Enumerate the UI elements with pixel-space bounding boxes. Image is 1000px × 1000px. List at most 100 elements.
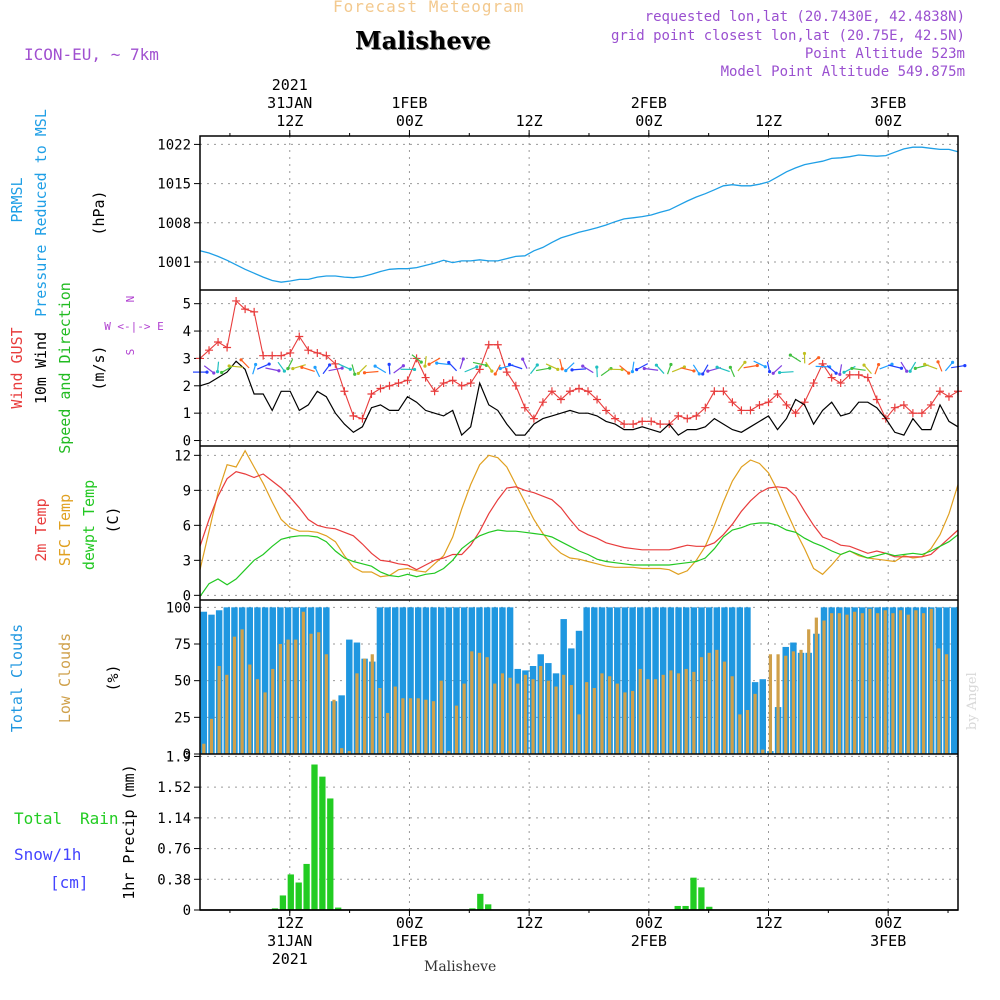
wind-arrow-head — [353, 372, 357, 376]
wind-arrow-head — [277, 369, 281, 373]
gust-marker — [466, 379, 475, 388]
gust-marker — [556, 395, 565, 404]
gust-marker — [565, 387, 574, 396]
gust-marker — [701, 403, 710, 412]
gust-marker — [304, 346, 313, 355]
wind-arrow-head — [498, 366, 502, 371]
y-tick-label: 9 — [183, 483, 191, 499]
gust-marker — [692, 411, 701, 420]
low-cloud-bar — [822, 620, 826, 754]
gust-marker — [935, 387, 944, 396]
sfc-temp-label: SFC Temp — [56, 494, 74, 566]
gust-marker — [890, 403, 899, 412]
y-tick-label: 0.38 — [157, 872, 191, 888]
y-tick-label: 1.52 — [157, 780, 191, 796]
total-cloud-bar — [338, 695, 345, 754]
wind-arrow — [522, 358, 528, 369]
wind-arrow-head — [899, 366, 904, 370]
wind-arrow-head — [556, 367, 560, 371]
wind-arrow — [644, 367, 659, 371]
wind-arrow — [351, 364, 356, 375]
y-tick-label: 12 — [174, 448, 191, 464]
rain-bar — [295, 882, 302, 910]
wind-direction-series — [193, 351, 967, 378]
total-cloud-bar — [736, 607, 744, 754]
low-cloud-bar — [615, 683, 619, 754]
total-cloud-bar — [407, 607, 414, 754]
low-cloud-bar — [753, 693, 757, 754]
low-cloud-bar — [477, 652, 482, 754]
low-cloud-bar — [684, 668, 688, 754]
wind-arrow-head — [642, 366, 646, 371]
x-tick-label-bottom: 00Z — [635, 914, 662, 932]
low-cloud-bar — [699, 657, 704, 754]
low-cloud-bar — [669, 670, 673, 754]
wind-arrow-head — [239, 358, 243, 362]
y-tick-label: 5 — [183, 297, 191, 313]
y-tick-label: 100 — [166, 600, 191, 616]
wind-arrow — [328, 367, 343, 372]
gust-marker — [250, 307, 259, 316]
gust-marker — [313, 348, 322, 357]
low-cloud-bar — [263, 692, 267, 754]
low-cloud-bar — [516, 683, 520, 754]
low-cloud-bar — [738, 714, 742, 754]
gust-marker — [448, 376, 457, 385]
low-cloud-bar — [898, 610, 903, 754]
low-cloud-bar — [569, 685, 573, 754]
x-tick-label-bottom: 3FEB — [870, 932, 906, 950]
low-cloud-bar — [837, 613, 841, 754]
low-cloud-bar — [301, 611, 305, 754]
wind-arrow — [357, 364, 367, 374]
gust-marker — [403, 376, 412, 385]
gust-marker — [755, 400, 764, 409]
wind-arrow-head — [936, 360, 940, 364]
gust-marker — [475, 365, 484, 374]
wind-arrow-head — [570, 368, 574, 372]
rain-bar — [327, 798, 334, 910]
gust-marker — [232, 296, 241, 305]
gust-marker — [764, 398, 773, 407]
gust-marker — [638, 417, 647, 426]
wind-arrow — [388, 364, 391, 375]
gust-marker — [674, 411, 683, 420]
gust-marker — [620, 420, 629, 429]
low-cloud-bar — [845, 614, 849, 754]
gust-marker — [647, 417, 656, 426]
wind-arrow — [364, 370, 379, 374]
low-cloud-bar — [646, 679, 650, 754]
low-cloud-bar — [906, 614, 910, 754]
rain-bar — [469, 908, 476, 910]
wind-arrow — [924, 363, 938, 370]
rain-bar — [319, 776, 326, 910]
low-cloud-bar — [294, 639, 298, 754]
wind-arrow-head — [423, 364, 427, 368]
gust-marker — [457, 381, 466, 390]
rain-bar — [674, 905, 681, 910]
low-cloud-bar — [929, 608, 933, 754]
wind-arrow — [631, 361, 635, 372]
wind-arrow — [428, 357, 441, 365]
low-cloud-bar — [853, 611, 857, 754]
point-altitude: Point Altitude 523m — [804, 46, 965, 62]
low-cloud-bar — [347, 751, 351, 754]
wind-arrow — [702, 364, 709, 375]
x-tick-label-top: 1FEB — [391, 94, 427, 112]
gust-marker — [241, 305, 250, 314]
wind-arrow-head — [913, 366, 917, 370]
wind-arrow — [485, 361, 493, 372]
footer-location: Malisheve — [424, 959, 497, 975]
wind-arrow — [851, 367, 866, 371]
low-cloud-bar — [401, 698, 405, 754]
wind-arrow-head — [697, 372, 701, 376]
low-cloud-bar — [439, 680, 443, 754]
low-cloud-bar — [891, 613, 895, 754]
wind-arrow — [716, 366, 730, 373]
wind-arrow — [424, 356, 427, 367]
gust-series-line — [199, 299, 959, 425]
low-cloud-bar — [202, 743, 206, 754]
wind-arrow-head — [212, 371, 216, 375]
low-cloud-bar — [722, 661, 727, 754]
total-cloud-bar — [376, 607, 384, 754]
low-cloud-bar — [638, 668, 642, 754]
